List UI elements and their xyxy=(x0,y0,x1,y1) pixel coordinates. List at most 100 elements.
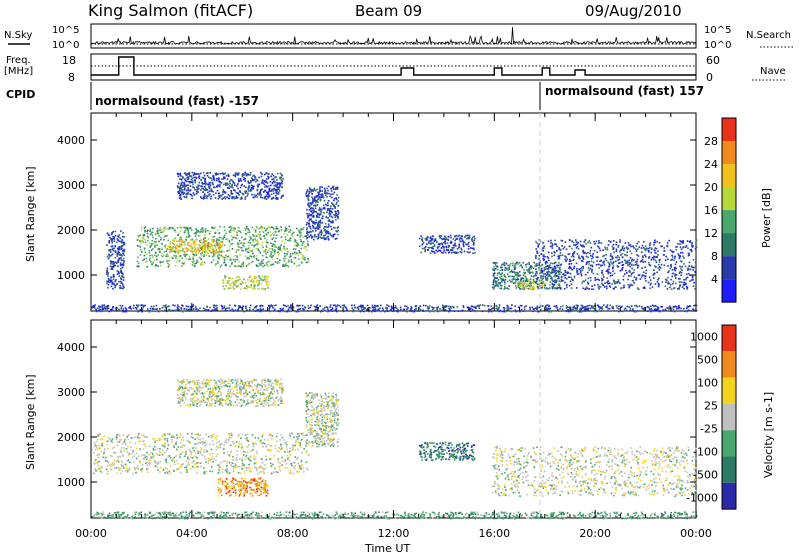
power-pixel xyxy=(230,283,232,285)
power-pixel xyxy=(204,227,207,230)
power-pixel xyxy=(320,193,322,196)
power-pixel xyxy=(609,258,612,261)
power-pixel xyxy=(273,180,275,183)
power-pixel xyxy=(255,276,258,279)
power-pixel xyxy=(621,269,623,271)
power-pixel xyxy=(294,239,297,242)
power-pixel xyxy=(245,173,247,175)
power-pixel xyxy=(689,240,692,242)
power-pixel xyxy=(262,308,265,310)
power-pixel xyxy=(321,217,323,220)
power-pixel xyxy=(192,260,194,263)
power-pixel xyxy=(192,258,194,260)
power-pixel xyxy=(151,234,154,236)
freq-trace xyxy=(91,56,696,76)
power-pixel xyxy=(653,249,656,251)
power-pixel xyxy=(548,287,551,289)
power-pixel xyxy=(571,279,574,281)
power-pixel xyxy=(179,173,181,176)
power-pixel xyxy=(560,279,563,282)
power-pixel xyxy=(209,172,212,174)
power-pixel xyxy=(101,304,103,307)
power-pixel xyxy=(274,244,276,246)
power-pixel xyxy=(230,186,232,188)
power-pixel xyxy=(576,268,578,270)
power-pixel xyxy=(213,249,215,251)
power-pixel xyxy=(569,258,571,261)
power-pixel xyxy=(238,261,240,263)
power-pixel xyxy=(624,262,627,264)
power-pixel xyxy=(522,285,524,287)
power-pixel xyxy=(169,246,171,248)
power-pixel xyxy=(620,287,622,289)
power-pixel xyxy=(237,309,239,311)
power-pixel xyxy=(585,252,587,255)
power-pixel xyxy=(467,306,470,309)
power-pixel xyxy=(252,196,254,199)
power-pixel xyxy=(194,247,197,249)
power-pixel xyxy=(93,305,96,308)
power-pixel xyxy=(327,223,330,225)
power-pixel xyxy=(272,249,274,252)
power-pixel xyxy=(177,186,179,189)
power-pixel xyxy=(683,308,685,310)
power-pixel xyxy=(334,227,336,229)
power-pixel xyxy=(522,286,525,289)
power-pixel xyxy=(167,262,169,265)
power-pixel xyxy=(497,309,499,311)
power-pixel xyxy=(621,261,623,263)
power-pixel xyxy=(652,258,655,261)
power-pixel xyxy=(117,265,119,268)
power-pixel xyxy=(429,237,432,240)
power-pixel xyxy=(191,197,193,200)
power-pixel xyxy=(249,279,252,282)
power-pixel xyxy=(528,261,530,264)
power-pixel xyxy=(333,204,335,206)
power-pixel xyxy=(532,280,535,282)
power-pixel xyxy=(317,212,319,215)
power-pixel xyxy=(342,304,345,307)
power-pixel xyxy=(328,219,331,221)
power-pixel xyxy=(564,269,566,272)
power-pixel xyxy=(602,249,604,251)
power-pixel xyxy=(214,245,217,248)
power-pixel xyxy=(163,251,166,253)
power-pixel xyxy=(538,285,540,287)
power-pixel xyxy=(595,278,598,281)
power-pixel xyxy=(195,176,197,179)
cpid-label: CPID xyxy=(6,88,35,101)
power-pixel xyxy=(239,190,241,193)
power-pixel xyxy=(203,255,205,258)
power-pixel xyxy=(307,244,309,247)
power-pixel xyxy=(160,236,162,239)
power-pixel xyxy=(211,241,214,243)
power-pixel xyxy=(116,241,118,244)
power-pixel xyxy=(462,305,465,307)
power-pixel xyxy=(123,254,125,256)
power-pixel xyxy=(653,243,655,246)
power-pixel xyxy=(108,242,111,244)
power-pixel xyxy=(213,306,215,309)
power-pixel xyxy=(465,234,467,237)
power-pixel xyxy=(241,192,244,195)
power-pixel xyxy=(176,306,179,309)
power-pixel xyxy=(222,238,224,240)
power-pixel xyxy=(312,211,314,214)
power-pixel xyxy=(615,305,618,307)
power-pixel xyxy=(296,310,298,313)
power-pixel xyxy=(466,251,469,253)
power-pixel xyxy=(629,265,631,268)
power-pixel xyxy=(627,278,629,281)
power-pixel xyxy=(495,281,497,284)
power-pixel xyxy=(629,284,632,287)
power-pixel xyxy=(214,172,217,175)
power-pixel xyxy=(428,240,430,242)
power-pixel xyxy=(290,260,292,263)
power-pixel xyxy=(493,285,496,287)
power-pixel xyxy=(179,250,182,252)
power-pixel xyxy=(547,275,550,278)
power-pixel xyxy=(202,171,205,174)
power-pixel xyxy=(598,288,600,290)
power-pixel xyxy=(543,245,545,247)
power-pixel xyxy=(332,193,334,195)
